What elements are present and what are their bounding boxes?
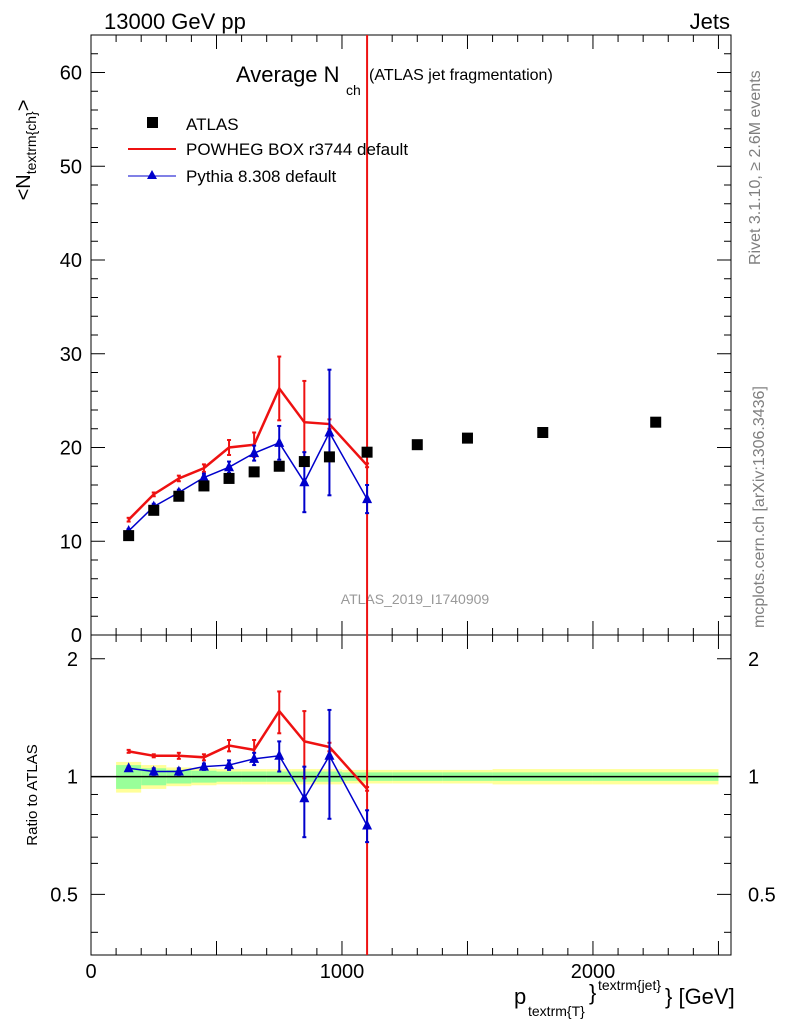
plot-title-note: (ATLAS jet fragmentation)	[369, 67, 553, 84]
x-tick-label: 0	[85, 961, 96, 983]
atlas-point	[537, 427, 549, 438]
ratio-pythia-point	[274, 749, 285, 760]
y-tick-label-ratio-left: 0.5	[50, 884, 78, 906]
ratio-pythia-line	[128, 754, 368, 826]
atlas-point	[123, 530, 135, 542]
legend-pythia-marker	[147, 170, 157, 179]
atlas-point	[223, 472, 235, 484]
atlas-point	[148, 504, 160, 516]
x-label-unit: } [GeV]	[665, 984, 735, 1009]
atlas-point	[273, 460, 285, 472]
legend-atlas-label: ATLAS	[186, 115, 239, 134]
legend-atlas-marker	[147, 117, 158, 128]
x-tick-label: 2000	[571, 961, 616, 983]
ratio-uncertainty-band	[91, 761, 731, 793]
y-label-sub: textrm{ch}	[23, 111, 39, 174]
y-tick-label-main: 0	[71, 625, 82, 647]
y-tick-label-ratio-left: 2	[67, 649, 78, 671]
y-label-pre: <N	[13, 174, 35, 200]
atlas-point	[361, 446, 373, 458]
header-left: 13000 GeV pp	[104, 9, 246, 34]
pythia-point	[324, 426, 335, 437]
ratio-pythia-point	[362, 819, 373, 830]
atlas-point	[248, 466, 260, 478]
x-tick-label: 1000	[320, 961, 365, 983]
y-tick-label-ratio-left: 1	[67, 767, 78, 789]
atlas-point	[198, 480, 210, 492]
pythia-line	[128, 430, 368, 532]
y-tick-label-ratio-right: 0.5	[748, 884, 776, 906]
pythia-point	[299, 476, 310, 487]
atlas-point	[411, 439, 423, 451]
ratio-pythia-point	[224, 759, 235, 770]
y-tick-label-main: 60	[60, 63, 82, 85]
legend-pythia-label: Pythia 8.308 default	[186, 167, 337, 186]
x-label-sub: textrm{T}	[528, 1003, 585, 1019]
x-label-p: p	[514, 984, 526, 1009]
rivet-label: Rivet 3.1.10, ≥ 2.6M events	[747, 70, 764, 265]
svg-text:<Ntextrm{ch}>: <Ntextrm{ch}>	[13, 100, 39, 201]
ratio-data-layer	[123, 690, 373, 844]
powheg-line	[127, 385, 369, 521]
ratio-pythia-point	[299, 792, 310, 803]
ratio-pythia-point	[148, 765, 159, 776]
atlas-point	[461, 432, 473, 444]
atlas-point	[173, 490, 185, 502]
x-label-brace: }	[589, 980, 596, 1005]
pythia-point	[224, 461, 235, 472]
ratio-powheg-line	[128, 708, 369, 790]
y-tick-label-main: 10	[60, 531, 82, 553]
y-label-post: >	[13, 100, 35, 112]
header-right: Jets	[690, 9, 730, 34]
pythia-point	[249, 447, 260, 458]
y-tick-label-main: 30	[60, 344, 82, 366]
analysis-watermark: ATLAS_2019_I1740909	[341, 591, 490, 607]
ratio-pythia-point	[123, 762, 134, 773]
y-tick-label-ratio-right: 2	[748, 649, 759, 671]
legend: ATLAS POWHEG BOX r3744 default Pythia 8.…	[128, 115, 408, 186]
y-tick-label-main: 40	[60, 250, 82, 272]
atlas-point	[650, 416, 662, 428]
pythia-point	[198, 471, 209, 482]
y-axis-label: <Ntextrm{ch}>	[13, 100, 39, 201]
ratio-frame	[90, 634, 732, 956]
axis-ticks: 0 1000 2000 0 10 20 30 40 50 60 0.5 0.5 1 1 2 2	[50, 34, 776, 983]
x-label-sup: textrm{jet}	[598, 977, 661, 993]
y-tick-label-ratio-right: 1	[748, 767, 759, 789]
plot-title: Average N	[236, 62, 340, 87]
plot-title-sub: ch	[346, 82, 361, 98]
atlas-point	[298, 456, 310, 468]
x-axis-label: p textrm{T} } textrm{jet} } [GeV]	[514, 977, 735, 1019]
y-tick-label-main: 50	[60, 156, 82, 178]
pythia-point	[274, 436, 285, 447]
mcplots-label: mcplots.cern.ch [arXiv:1306.3436]	[751, 386, 768, 628]
ratio-pythia-point	[324, 749, 335, 760]
y-tick-label-main: 20	[60, 438, 82, 460]
ratio-pythia-point	[198, 760, 209, 771]
ratio-y-label: Ratio to ATLAS	[24, 744, 41, 845]
pythia-point	[362, 493, 373, 504]
atlas-point	[323, 451, 335, 463]
ratio-pythia-point	[249, 752, 260, 763]
main-data-layer	[123, 35, 662, 955]
ratio-pythia-point	[173, 765, 184, 776]
legend-powheg-label: POWHEG BOX r3744 default	[186, 140, 408, 159]
